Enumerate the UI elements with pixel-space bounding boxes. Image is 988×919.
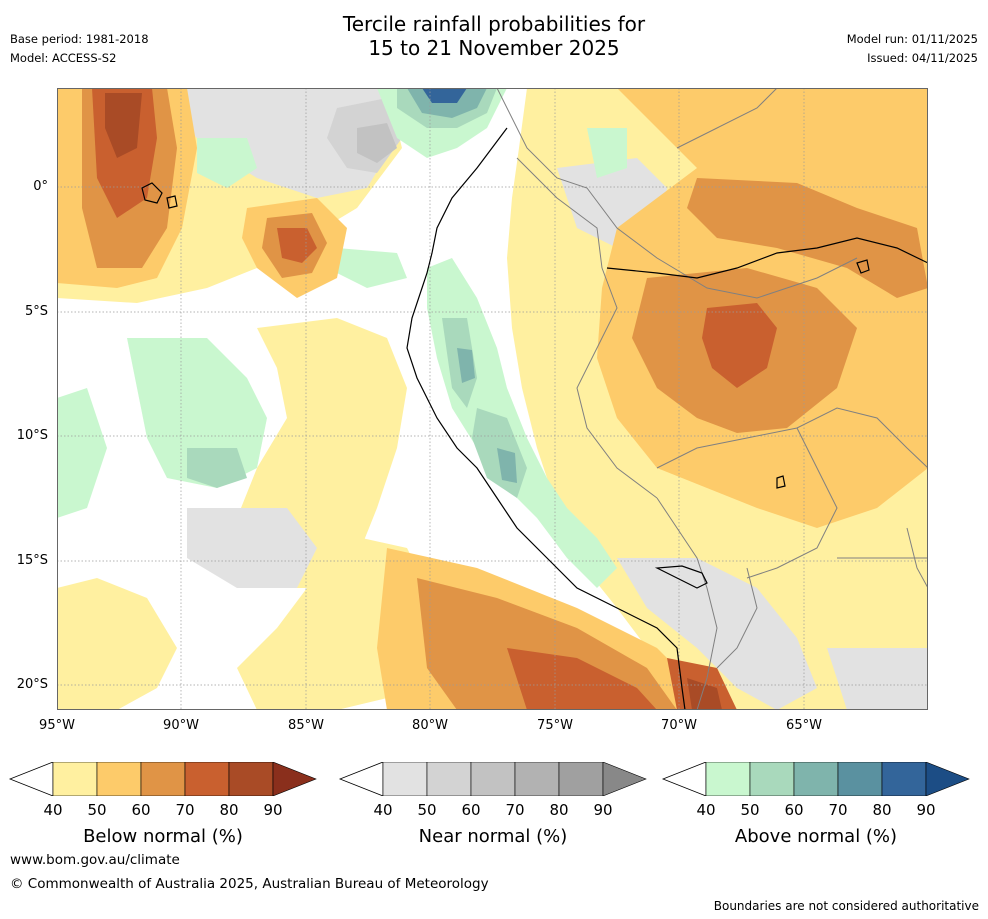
above-normal-swatch-40: [705, 762, 751, 796]
below-normal-tick: 50: [87, 801, 107, 819]
above-normal-extend-high: [925, 762, 970, 796]
coastline: [141, 127, 928, 710]
below-normal-extend-high: [272, 762, 317, 796]
base-period-text: Base period: 1981-2018: [10, 32, 149, 46]
below-normal-swatch-40: [52, 762, 98, 796]
near-normal-tick: 40: [373, 801, 393, 819]
lon-label-95w: 95°W: [39, 718, 75, 733]
issued-text: Issued: 04/11/2025: [867, 51, 978, 65]
near-normal-tick: 90: [593, 801, 613, 819]
near-normal-tick: 70: [505, 801, 525, 819]
below-normal-swatch-50: [96, 762, 142, 796]
lat-label-20s: 20°S: [16, 677, 48, 692]
title-line-2: 15 to 21 November 2025: [368, 36, 620, 60]
above-normal-swatch-50: [749, 762, 795, 796]
below-normal-swatch-60: [140, 762, 186, 796]
near-normal-tick: 80: [549, 801, 569, 819]
above-normal-colorbar: [661, 762, 970, 796]
boundaries-disclaimer: Boundaries are not considered authoritat…: [713, 899, 979, 913]
near-normal-extend-high: [602, 762, 647, 796]
lat-label-15s: 15°S: [16, 553, 48, 568]
above-normal-tick: 40: [696, 801, 716, 819]
above-normal-swatch-60: [793, 762, 839, 796]
lat-label-10s: 10°S: [16, 428, 48, 443]
near-normal-60-70-areas: [357, 123, 397, 163]
model-text: Model: ACCESS-S2: [10, 51, 117, 65]
above-normal-tick: 70: [828, 801, 848, 819]
near-normal-swatch-70: [514, 762, 560, 796]
near-normal-label: Near normal (%): [418, 826, 568, 847]
above-normal-swatch-70: [837, 762, 883, 796]
near-normal-swatch-80: [558, 762, 604, 796]
above-normal-label: Above normal (%): [734, 826, 898, 847]
lon-label-80w: 80°W: [412, 718, 448, 733]
map-frame: [57, 88, 928, 710]
below-normal-tick: 40: [43, 801, 63, 819]
above-normal-tick: 60: [784, 801, 804, 819]
model-run-text: Model run: 01/11/2025: [846, 32, 978, 46]
near-normal-tick: 60: [461, 801, 481, 819]
lon-label-70w: 70°W: [661, 718, 697, 733]
graticule-lines: [57, 88, 928, 710]
below-normal-swatch-70: [184, 762, 230, 796]
map-title: Tercile rainfall probabilities for 15 to…: [0, 12, 988, 60]
lat-label-5s: 5°S: [24, 304, 48, 319]
country-borders: [496, 88, 928, 710]
lon-label-85w: 85°W: [288, 718, 324, 733]
near-normal-swatch-50: [426, 762, 472, 796]
below-normal-80-90-areas: [105, 93, 722, 710]
lon-label-90w: 90°W: [163, 718, 199, 733]
below-normal-label: Below normal (%): [83, 826, 243, 847]
above-normal-ticks: 40 50 60 70 80 90: [661, 801, 971, 821]
probability-map: [57, 88, 928, 710]
below-normal-colorbar: [8, 762, 317, 796]
above-normal-tick: 80: [872, 801, 892, 819]
title-line-1: Tercile rainfall probabilities for: [342, 12, 646, 36]
below-normal-ticks: 40 50 60 70 80 90: [8, 801, 318, 821]
below-normal-tick: 80: [219, 801, 239, 819]
lat-label-0: 0°: [33, 179, 48, 194]
below-normal-extend-low: [8, 762, 54, 796]
near-normal-swatch-40: [382, 762, 428, 796]
above-normal-70-80-areas: [422, 88, 467, 103]
near-normal-swatch-60: [470, 762, 516, 796]
below-normal-swatch-80: [228, 762, 274, 796]
below-normal-tick: 60: [131, 801, 151, 819]
copyright-text: © Commonwealth of Australia 2025, Austra…: [10, 876, 489, 892]
near-normal-ticks: 40 50 60 70 80 90: [338, 801, 648, 821]
above-normal-extend-low: [661, 762, 707, 796]
above-normal-tick: 50: [740, 801, 760, 819]
below-normal-tick: 70: [175, 801, 195, 819]
bom-climate-link[interactable]: www.bom.gov.au/climate: [10, 852, 180, 868]
above-normal-tick: 90: [916, 801, 936, 819]
below-normal-tick: 90: [263, 801, 283, 819]
near-normal-colorbar: [338, 762, 647, 796]
lon-label-65w: 65°W: [786, 718, 822, 733]
near-normal-tick: 50: [417, 801, 437, 819]
near-normal-extend-low: [338, 762, 384, 796]
above-normal-swatch-80: [881, 762, 927, 796]
lon-label-75w: 75°W: [537, 718, 573, 733]
